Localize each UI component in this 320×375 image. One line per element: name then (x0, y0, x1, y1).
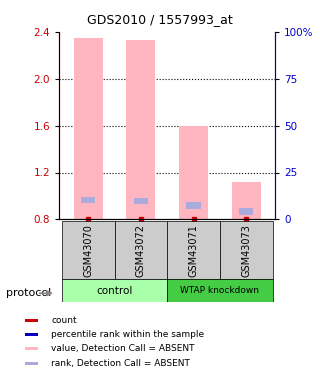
Bar (74, 38, 103, 219)
Text: GSM43073: GSM43073 (241, 224, 251, 277)
Bar (232, 182, 261, 219)
Text: GDS2010 / 1557993_at: GDS2010 / 1557993_at (87, 13, 233, 26)
Bar (220, 221, 273, 279)
Bar (115, 221, 167, 279)
Text: GSM43072: GSM43072 (136, 224, 146, 277)
Bar (179, 126, 208, 219)
Text: count: count (51, 316, 77, 325)
Text: control: control (96, 286, 133, 296)
Bar (81, 197, 95, 203)
Bar (25, 347, 38, 350)
Bar (62, 221, 115, 279)
Bar (25, 333, 38, 336)
Bar (239, 208, 253, 214)
Text: rank, Detection Call = ABSENT: rank, Detection Call = ABSENT (51, 359, 190, 368)
Text: GSM43070: GSM43070 (83, 224, 93, 277)
Bar (134, 198, 148, 204)
Bar (167, 221, 220, 279)
Bar (25, 362, 38, 365)
Bar (186, 202, 201, 209)
Text: value, Detection Call = ABSENT: value, Detection Call = ABSENT (51, 344, 195, 353)
Text: WTAP knockdown: WTAP knockdown (180, 286, 260, 295)
Bar (167, 279, 273, 302)
Text: GSM43071: GSM43071 (188, 224, 198, 277)
Text: percentile rank within the sample: percentile rank within the sample (51, 330, 204, 339)
Bar (126, 40, 155, 219)
Bar (62, 279, 167, 302)
Bar (25, 319, 38, 322)
Text: protocol: protocol (6, 288, 52, 298)
